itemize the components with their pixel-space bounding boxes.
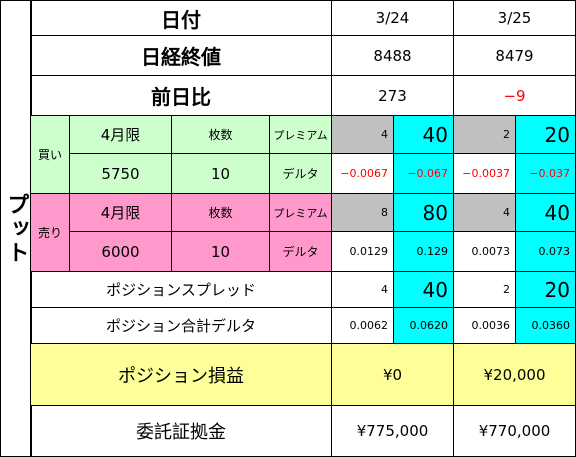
sell-month: 4月限: [70, 194, 172, 232]
spread-d1-unit: 4: [332, 272, 394, 308]
sell-label: 売り: [31, 194, 70, 272]
sell-premium-d2-total: 40: [516, 194, 576, 232]
spread-d2-unit: 2: [454, 272, 516, 308]
pnl-d2: ¥20,000: [454, 344, 576, 406]
date-label: 日付: [31, 0, 332, 36]
sell-qty-label: 枚数: [172, 194, 270, 232]
nikkei-label: 日経終値: [31, 36, 332, 76]
total-delta-d2-total: 0.0360: [516, 308, 576, 344]
buy-premium-d2-unit: 2: [454, 116, 516, 154]
buy-premium-d1-unit: 4: [332, 116, 394, 154]
margin-d1: ¥775,000: [332, 406, 454, 457]
sell-qty: 10: [172, 232, 270, 272]
spread-label: ポジションスプレッド: [31, 272, 332, 308]
total-delta-d2-unit: 0.0036: [454, 308, 516, 344]
buy-month: 4月限: [70, 116, 172, 154]
sell-premium-d1-total: 80: [394, 194, 454, 232]
buy-delta-d2-total: −0.037: [516, 154, 576, 194]
date-d1: 3/24: [332, 0, 454, 36]
sell-delta-d1-unit: 0.0129: [332, 232, 394, 272]
total-delta-label: ポジション合計デルタ: [31, 308, 332, 344]
change-d1: 273: [332, 76, 454, 116]
buy-premium-d1-total: 40: [394, 116, 454, 154]
spread-d1-total: 40: [394, 272, 454, 308]
sell-premium-d2-unit: 4: [454, 194, 516, 232]
change-d2: −9: [454, 76, 576, 116]
change-label: 前日比: [31, 76, 332, 116]
sell-delta-d1-total: 0.129: [394, 232, 454, 272]
buy-label: 買い: [31, 116, 70, 194]
sell-delta-label: デルタ: [270, 232, 332, 272]
nikkei-d1: 8488: [332, 36, 454, 76]
margin-d2: ¥770,000: [454, 406, 576, 457]
sell-strike: 6000: [70, 232, 172, 272]
put-side-label: プット: [3, 192, 29, 265]
pnl-d1: ¥0: [332, 344, 454, 406]
buy-qty-label: 枚数: [172, 116, 270, 154]
spread-d2-total: 20: [516, 272, 576, 308]
put-side-label-cell: プット: [0, 0, 31, 457]
nikkei-d2: 8479: [454, 36, 576, 76]
buy-strike: 5750: [70, 154, 172, 194]
pnl-label: ポジション損益: [31, 344, 332, 406]
buy-delta-d2-unit: −0.0037: [454, 154, 516, 194]
buy-delta-label: デルタ: [270, 154, 332, 194]
margin-label: 委託証拠金: [31, 406, 332, 457]
sell-delta-d2-unit: 0.0073: [454, 232, 516, 272]
buy-delta-d1-total: −0.067: [394, 154, 454, 194]
total-delta-d1-unit: 0.0062: [332, 308, 394, 344]
total-delta-d1-total: 0.0620: [394, 308, 454, 344]
buy-premium-label: プレミアム: [270, 116, 332, 154]
date-d2: 3/25: [454, 0, 576, 36]
buy-premium-d2-total: 20: [516, 116, 576, 154]
sell-delta-d2-total: 0.073: [516, 232, 576, 272]
buy-qty: 10: [172, 154, 270, 194]
sell-premium-d1-unit: 8: [332, 194, 394, 232]
buy-delta-d1-unit: −0.0067: [332, 154, 394, 194]
sell-premium-label: プレミアム: [270, 194, 332, 232]
